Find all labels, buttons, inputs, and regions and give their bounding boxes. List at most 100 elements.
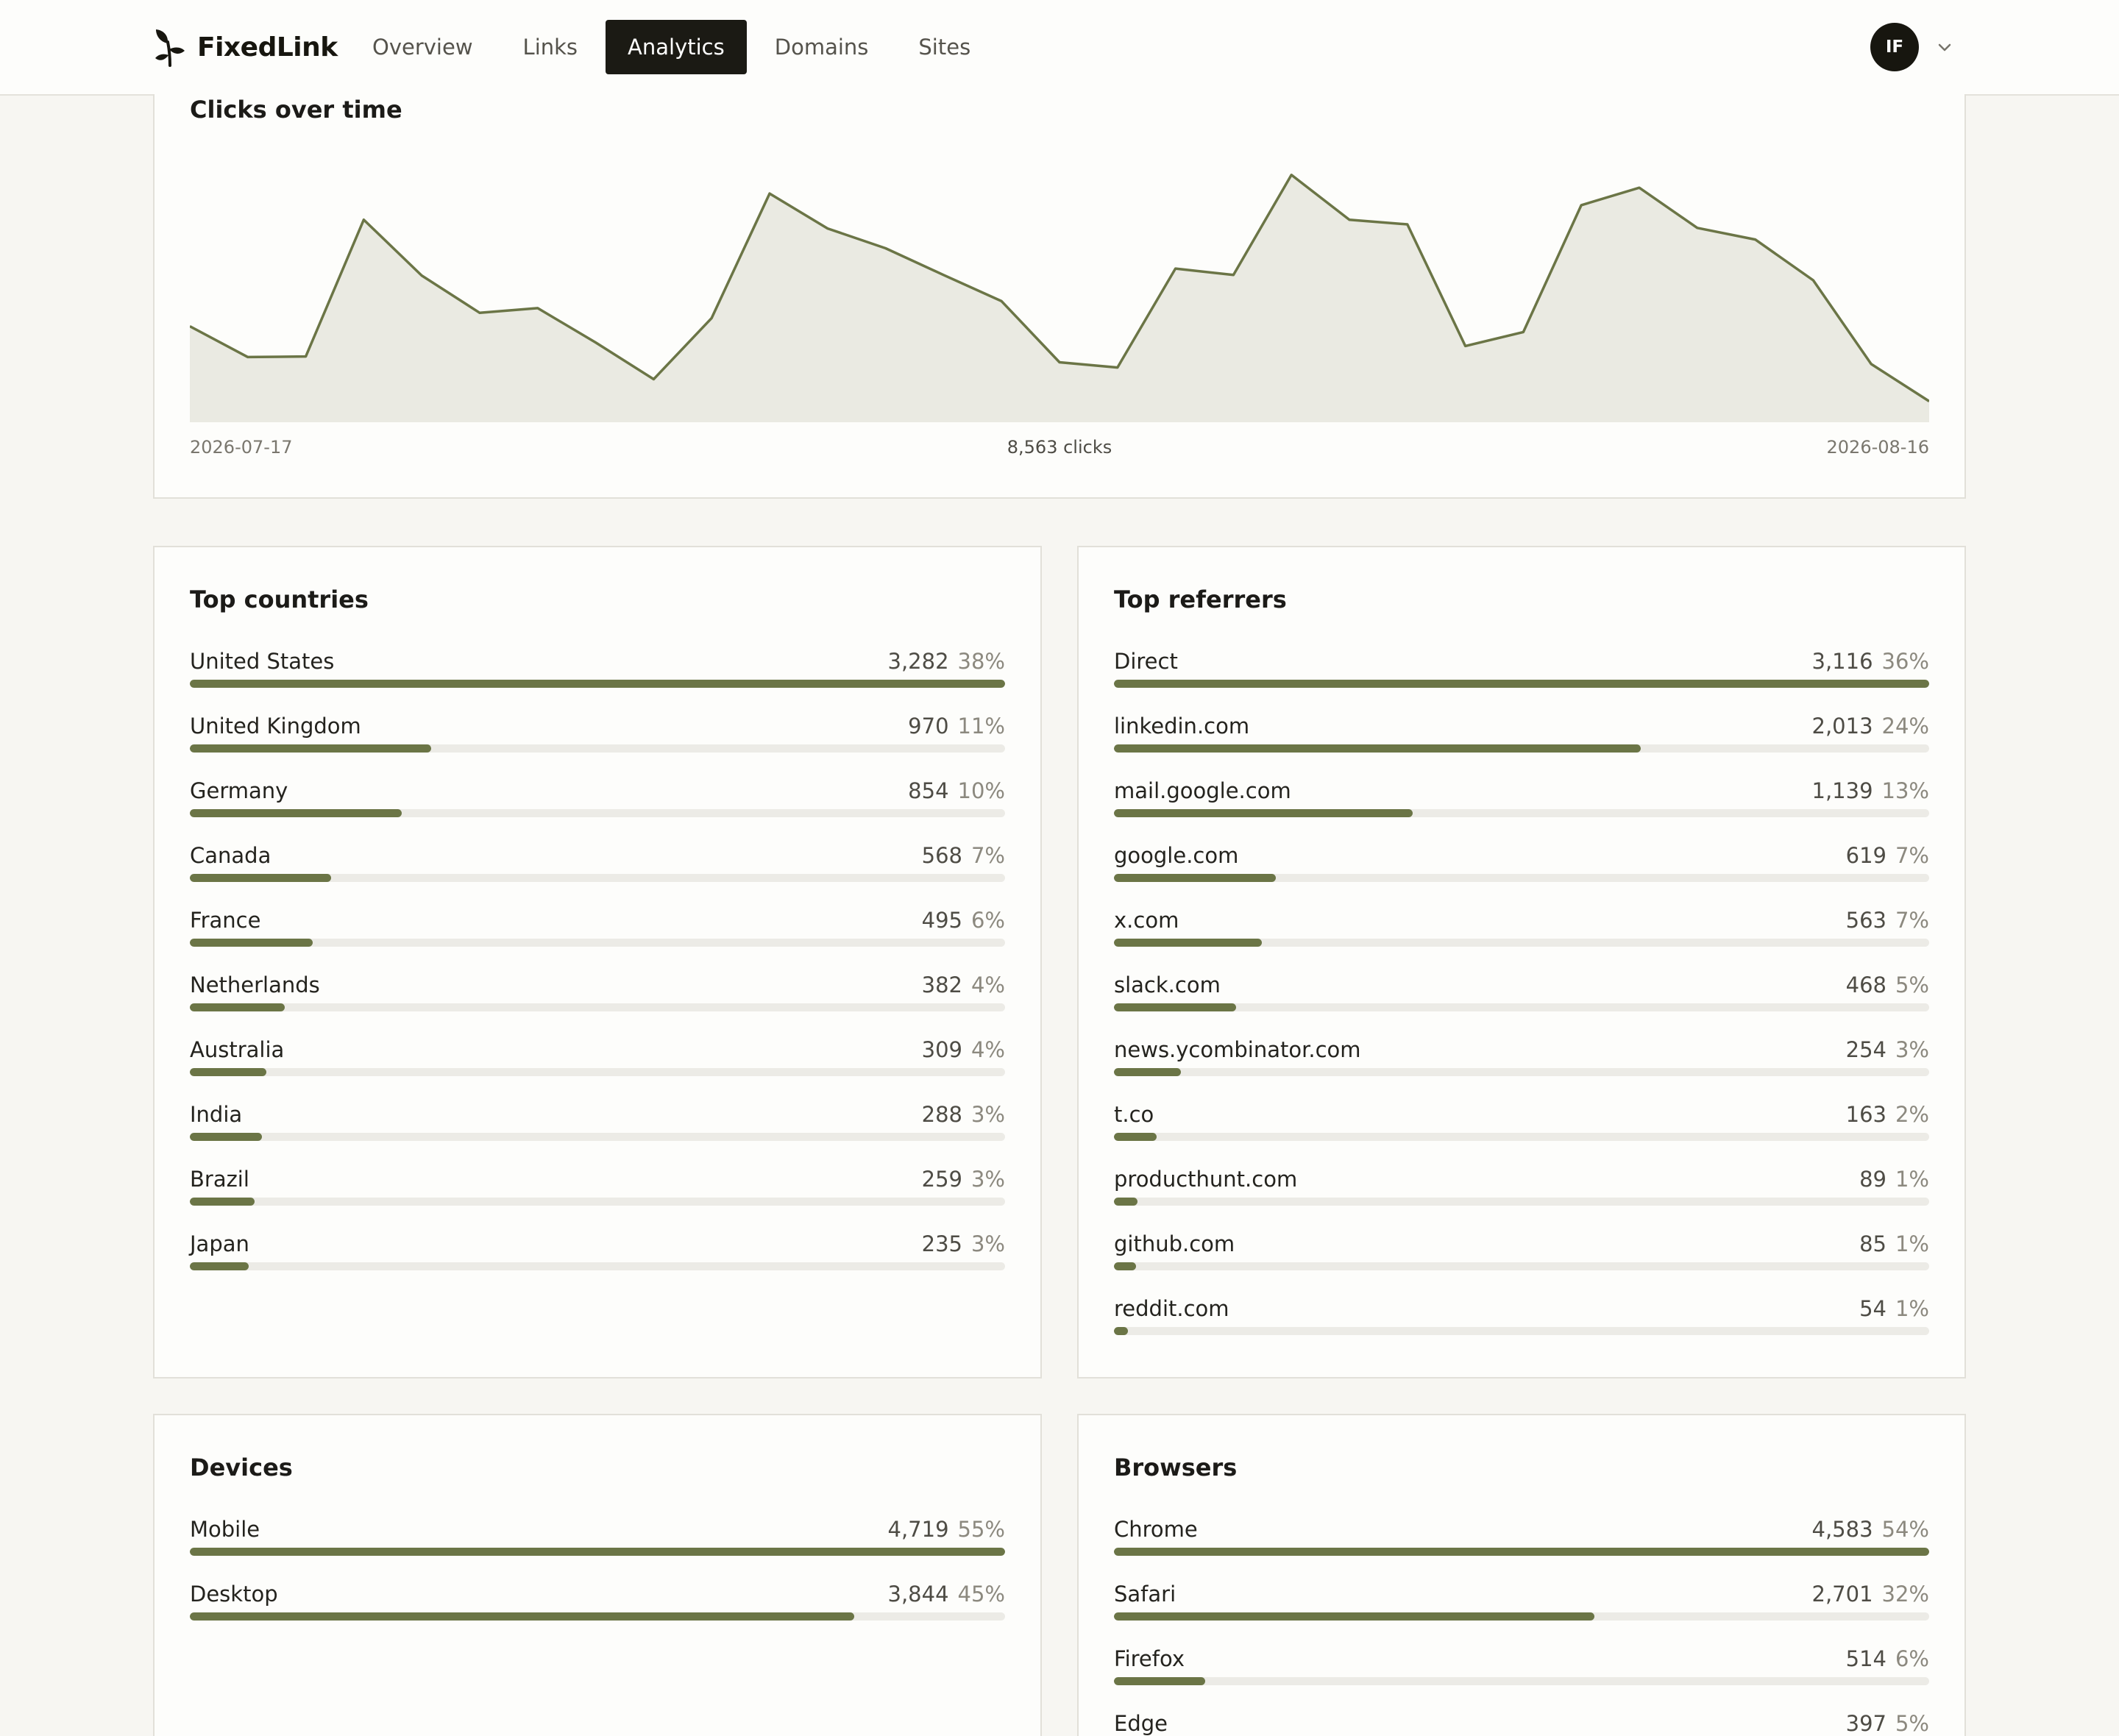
chart-point[interactable] bbox=[1867, 360, 1875, 369]
chart-point[interactable] bbox=[1461, 341, 1470, 350]
chart-total-clicks: 8,563 clicks bbox=[1007, 437, 1112, 458]
item-label: Direct bbox=[1114, 649, 1178, 674]
item-label: United States bbox=[190, 649, 335, 674]
item-count: 288 bbox=[921, 1102, 962, 1127]
list-item[interactable]: Australia 309 4% bbox=[190, 1037, 1005, 1102]
chart-point[interactable] bbox=[649, 374, 658, 383]
item-value: 54 1% bbox=[1859, 1296, 1929, 1321]
main-tabs: Overview Links Analytics Domains Sites bbox=[350, 20, 993, 74]
chart-point[interactable] bbox=[592, 338, 600, 347]
chart-point[interactable] bbox=[244, 352, 252, 361]
list-item[interactable]: Chrome 4,583 54% bbox=[1114, 1517, 1929, 1582]
chart-point[interactable] bbox=[707, 313, 716, 322]
item-label: producthunt.com bbox=[1114, 1167, 1298, 1192]
item-percent: 10% bbox=[957, 778, 1005, 803]
item-percent: 1% bbox=[1895, 1231, 1929, 1256]
list-item[interactable]: x.com 563 7% bbox=[1114, 908, 1929, 972]
item-count: 2,013 bbox=[1811, 714, 1873, 739]
chart-point[interactable] bbox=[1809, 276, 1817, 285]
list-item[interactable]: France 495 6% bbox=[190, 908, 1005, 972]
chart-point[interactable] bbox=[1113, 363, 1122, 372]
item-label: United Kingdom bbox=[190, 714, 361, 739]
chart-point[interactable] bbox=[823, 224, 832, 233]
chart-point[interactable] bbox=[533, 304, 542, 313]
chart-point[interactable] bbox=[1751, 235, 1760, 244]
list-item[interactable]: reddit.com 54 1% bbox=[1114, 1296, 1929, 1361]
list-item[interactable]: slack.com 468 5% bbox=[1114, 972, 1929, 1037]
list-item[interactable]: google.com 619 7% bbox=[1114, 843, 1929, 908]
chart-point[interactable] bbox=[1403, 220, 1412, 229]
list-item[interactable]: Safari 2,701 32% bbox=[1114, 1582, 1929, 1646]
chart-point[interactable] bbox=[1055, 358, 1064, 367]
item-value: 495 6% bbox=[922, 908, 1005, 933]
list-item[interactable]: Japan 235 3% bbox=[190, 1231, 1005, 1296]
item-bar-track bbox=[1114, 1327, 1929, 1335]
clicks-area-fill bbox=[190, 174, 1929, 422]
list-item[interactable]: t.co 163 2% bbox=[1114, 1102, 1929, 1167]
item-bar-fill bbox=[1114, 809, 1413, 817]
chart-point[interactable] bbox=[1635, 183, 1644, 192]
item-bar-track bbox=[1114, 1003, 1929, 1011]
brand-logo[interactable]: FixedLink bbox=[153, 25, 338, 69]
item-percent: 7% bbox=[1895, 843, 1929, 868]
list-item[interactable]: Brazil 259 3% bbox=[190, 1167, 1005, 1231]
chart-point[interactable] bbox=[881, 243, 890, 252]
item-bar-fill bbox=[190, 1068, 267, 1076]
item-bar-track bbox=[190, 1612, 1005, 1621]
chart-point[interactable] bbox=[997, 296, 1006, 305]
chevron-down-icon[interactable] bbox=[1935, 38, 1954, 57]
list-item[interactable]: Firefox 514 6% bbox=[1114, 1646, 1929, 1711]
list-item[interactable]: Edge 397 5% bbox=[1114, 1711, 1929, 1736]
item-percent: 13% bbox=[1881, 778, 1929, 803]
list-item[interactable]: Mobile 4,719 55% bbox=[190, 1517, 1005, 1582]
chart-point[interactable] bbox=[417, 271, 426, 280]
item-bar-track bbox=[1114, 1068, 1929, 1076]
item-label: Australia bbox=[190, 1037, 285, 1062]
item-label: Brazil bbox=[190, 1167, 249, 1192]
list-item[interactable]: Germany 854 10% bbox=[190, 778, 1005, 843]
chart-point[interactable] bbox=[475, 308, 484, 317]
user-menu[interactable]: IF bbox=[1870, 23, 1954, 71]
item-bar-track bbox=[190, 939, 1005, 947]
list-item[interactable]: github.com 85 1% bbox=[1114, 1231, 1929, 1296]
list-item[interactable]: United Kingdom 970 11% bbox=[190, 714, 1005, 778]
list-item[interactable]: linkedin.com 2,013 24% bbox=[1114, 714, 1929, 778]
item-percent: 4% bbox=[970, 972, 1005, 997]
chart-point[interactable] bbox=[302, 352, 310, 361]
item-percent: 5% bbox=[1895, 1711, 1929, 1736]
tab-analytics[interactable]: Analytics bbox=[606, 20, 747, 74]
tab-links[interactable]: Links bbox=[522, 35, 578, 60]
chart-point[interactable] bbox=[1693, 224, 1702, 232]
item-value: 1,139 13% bbox=[1812, 778, 1930, 803]
chart-point[interactable] bbox=[1287, 171, 1296, 179]
list-item[interactable]: producthunt.com 89 1% bbox=[1114, 1167, 1929, 1231]
list-item[interactable]: Netherlands 382 4% bbox=[190, 972, 1005, 1037]
chart-point[interactable] bbox=[939, 271, 948, 280]
item-percent: 4% bbox=[970, 1037, 1005, 1062]
list-item[interactable]: mail.google.com 1,139 13% bbox=[1114, 778, 1929, 843]
item-count: 854 bbox=[908, 778, 949, 803]
chart-point[interactable] bbox=[1171, 264, 1180, 273]
list-item[interactable]: Direct 3,116 36% bbox=[1114, 649, 1929, 714]
item-bar-track bbox=[190, 1548, 1005, 1556]
avatar[interactable]: IF bbox=[1870, 23, 1919, 71]
list-item[interactable]: Desktop 3,844 45% bbox=[190, 1582, 1005, 1646]
chart-point[interactable] bbox=[359, 216, 368, 224]
item-value: 235 3% bbox=[922, 1231, 1005, 1256]
list-item[interactable]: India 288 3% bbox=[190, 1102, 1005, 1167]
tab-sites[interactable]: Sites bbox=[918, 35, 971, 60]
list-item[interactable]: news.ycombinator.com 254 3% bbox=[1114, 1037, 1929, 1102]
item-label: github.com bbox=[1114, 1231, 1235, 1256]
chart-point[interactable] bbox=[1519, 327, 1527, 336]
chart-point[interactable] bbox=[1229, 271, 1238, 280]
tab-overview[interactable]: Overview bbox=[372, 35, 473, 60]
item-bar-fill bbox=[190, 1262, 249, 1270]
item-count: 3,116 bbox=[1811, 649, 1873, 674]
tab-domains[interactable]: Domains bbox=[774, 35, 869, 60]
chart-point[interactable] bbox=[1577, 201, 1586, 210]
item-percent: 3% bbox=[970, 1102, 1005, 1127]
list-item[interactable]: Canada 568 7% bbox=[190, 843, 1005, 908]
chart-point[interactable] bbox=[1345, 216, 1354, 224]
chart-point[interactable] bbox=[765, 189, 774, 198]
list-item[interactable]: United States 3,282 38% bbox=[190, 649, 1005, 714]
